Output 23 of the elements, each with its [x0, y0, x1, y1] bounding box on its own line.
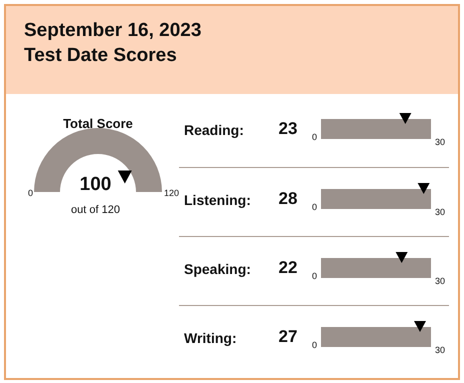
text: 0 [312, 202, 318, 212]
data-label: 28 [278, 189, 298, 209]
text: September 16, 2023 [24, 20, 202, 42]
text: 30 [435, 276, 446, 286]
data-label: 22 [278, 258, 298, 278]
text: 30 [435, 345, 446, 355]
text: Listening: [184, 192, 251, 208]
data-label: 100 [78, 174, 112, 196]
data-label: 27 [278, 327, 298, 347]
text: 30 [435, 207, 446, 217]
text: out of 120 [70, 204, 121, 216]
text: Speaking: [184, 261, 251, 277]
text: 0 [312, 271, 318, 281]
text: Total Score [62, 116, 134, 131]
text: 0 [28, 188, 34, 198]
text: Test Date Scores [24, 45, 177, 67]
text: Writing: [184, 330, 237, 346]
text: 120 [164, 188, 180, 198]
data-label: 23 [278, 119, 298, 139]
text: 0 [312, 340, 318, 350]
text: Reading: [184, 122, 244, 138]
text: 30 [435, 137, 446, 147]
text: 0 [312, 132, 318, 142]
